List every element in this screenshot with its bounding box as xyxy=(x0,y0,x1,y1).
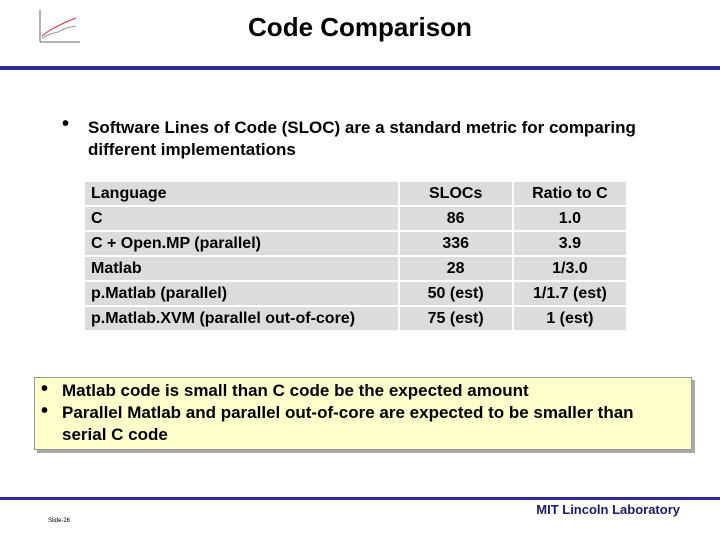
table-cell: 1 (est) xyxy=(511,305,629,332)
table-row: C + Open.MP (parallel) 336 3.9 xyxy=(83,230,629,257)
table-cell: 1.0 xyxy=(511,205,629,232)
table-row: C 86 1.0 xyxy=(83,205,629,232)
table-cell: 1/3.0 xyxy=(511,255,629,282)
table-row: Matlab 28 1/3.0 xyxy=(83,255,629,282)
footer-rule xyxy=(0,497,720,500)
table-cell: SLOCs xyxy=(397,180,514,207)
table-cell: Language xyxy=(83,180,400,207)
table-cell: Matlab xyxy=(83,255,400,282)
table-cell: 75 (est) xyxy=(397,305,514,332)
callout: • Matlab code is small than C code be th… xyxy=(34,377,692,450)
bullet: • xyxy=(41,378,49,400)
sloc-table: Language SLOCs Ratio to C C 86 1.0 C + Open.MP… xyxy=(83,180,629,332)
table-cell: Ratio to C xyxy=(511,180,629,207)
table-cell: C xyxy=(83,205,400,232)
table-cell: C + Open.MP (parallel) xyxy=(83,230,400,257)
table-cell: 336 xyxy=(397,230,514,257)
organization: MIT Lincoln Laboratory xyxy=(536,502,680,517)
table-row: p.Matlab.XVM (parallel out-of-core) 75 (e… xyxy=(83,305,629,332)
table-cell: p.Matlab (parallel) xyxy=(83,280,400,307)
callout-text: Parallel Matlab and parallel out-of-core… xyxy=(62,403,634,444)
table-row: p.Matlab (parallel) 50 (est) 1/1.7 (est) xyxy=(83,280,629,307)
slide-title: Code Comparison xyxy=(248,12,472,42)
logo xyxy=(39,10,80,43)
table-cell: p.Matlab.XVM (parallel out-of-core) xyxy=(83,305,400,332)
table-cell: 28 xyxy=(397,255,514,282)
header-row: Language SLOCs Ratio to C xyxy=(83,180,629,207)
table-cell: 86 xyxy=(397,205,514,232)
intro-text: Software Lines of Code (SLOC) are a stan… xyxy=(88,118,636,159)
bullet: • xyxy=(41,400,49,422)
table-cell: 1/1.7 (est) xyxy=(511,280,629,307)
header-rule xyxy=(0,66,720,70)
callout-text: Matlab code is small than C code be the … xyxy=(62,381,529,400)
slide-number: Slide-26 xyxy=(48,518,71,524)
table-cell: 50 (est) xyxy=(397,280,514,307)
table-cell: 3.9 xyxy=(511,230,629,257)
bullet: • xyxy=(62,113,70,135)
